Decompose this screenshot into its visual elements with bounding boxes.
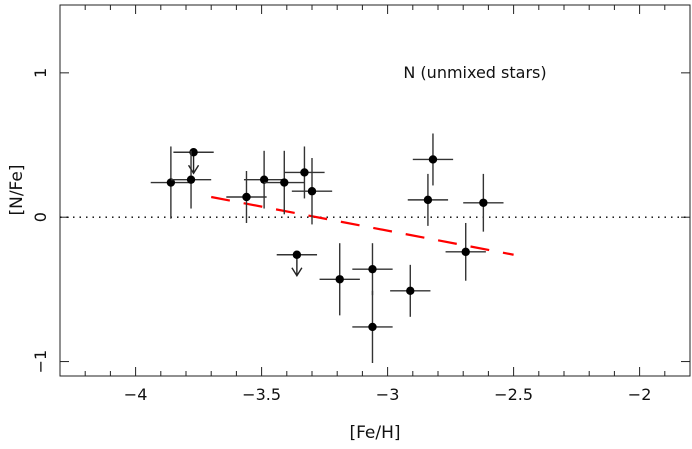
point-marker [368, 322, 377, 332]
data-point [407, 173, 449, 226]
y-axis-label: [N/Fe] [7, 164, 27, 215]
arrow-head-icon [291, 267, 303, 278]
plot-frame [59, 4, 691, 377]
x-tick-label: −2 [628, 385, 652, 404]
data-point [319, 243, 360, 316]
data-point [412, 133, 454, 186]
data-point [170, 150, 212, 209]
x-tick-label: −3 [376, 385, 400, 404]
data-point [150, 146, 192, 219]
y-tick-label: 1 [31, 68, 50, 78]
data-point [291, 158, 333, 225]
x-tick-label: −2.5 [494, 385, 533, 404]
data-point [463, 173, 504, 232]
data-point [264, 150, 305, 215]
point-marker [335, 275, 344, 284]
x-axis-label: [Fe/H] [349, 423, 400, 443]
data-point [284, 146, 325, 199]
arrow-head-icon [187, 164, 200, 175]
point-marker [461, 247, 470, 257]
point-marker [259, 175, 269, 184]
point-marker [406, 286, 415, 296]
point-marker [368, 264, 377, 274]
data-point [243, 150, 285, 209]
point-marker [242, 192, 251, 202]
y-tick-label: 0 [31, 212, 50, 222]
trend-fit-line [210, 195, 514, 256]
x-tick-label: −4 [124, 385, 148, 404]
x-tick-label: −3.5 [242, 385, 281, 404]
point-marker [166, 178, 176, 187]
point-marker [307, 187, 317, 196]
data-point [276, 250, 318, 278]
point-marker [428, 155, 438, 164]
point-marker [292, 250, 302, 259]
point-marker [300, 168, 309, 177]
data-point [390, 264, 431, 317]
data-point [173, 148, 214, 175]
point-marker [423, 195, 433, 205]
data-point [445, 222, 486, 281]
point-marker [479, 198, 488, 207]
data-point [352, 290, 393, 364]
annotation: N (unmixed stars) [403, 63, 546, 82]
point-marker [186, 175, 196, 184]
data-point [352, 243, 393, 296]
y-tick-label: −1 [31, 350, 50, 374]
point-marker [280, 178, 289, 187]
